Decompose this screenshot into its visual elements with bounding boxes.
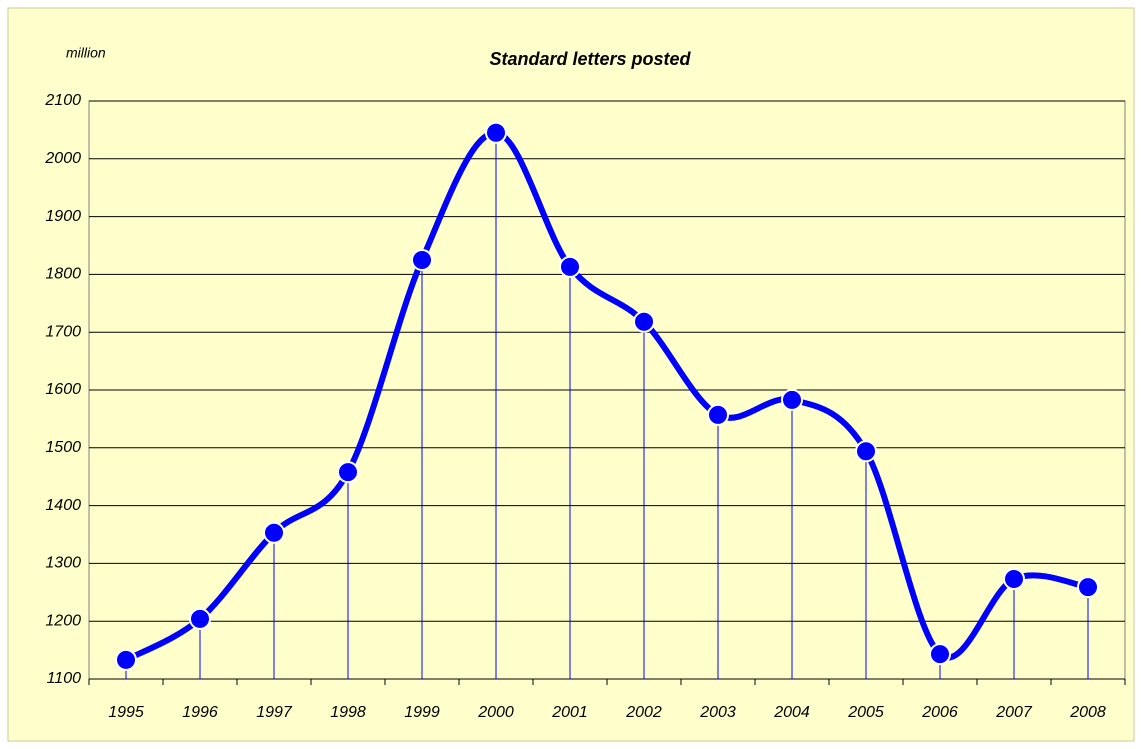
marker [707, 403, 729, 426]
y-tick-label: 1800 [45, 266, 81, 283]
y-axis-label: million [66, 45, 106, 61]
marker [115, 648, 137, 671]
x-tick-label: 2005 [847, 704, 884, 721]
x-tick-label: 2007 [995, 704, 1033, 721]
x-tick-label: 2006 [921, 704, 958, 721]
marker [337, 461, 359, 484]
line [124, 129, 1089, 663]
marker [1003, 568, 1025, 591]
y-tick-label: 1100 [47, 670, 82, 687]
x-tick-label: 2008 [1069, 704, 1106, 721]
marker [263, 521, 285, 544]
y-tick-label: 2100 [44, 92, 81, 109]
y-tick-label: 1200 [45, 612, 81, 629]
y-tick-label: 1700 [45, 323, 81, 340]
x-tick-label: 1997 [256, 704, 293, 721]
marker [1077, 576, 1099, 599]
marker [485, 121, 507, 144]
y-tick-label: 1500 [45, 439, 81, 456]
marker [781, 388, 803, 411]
marker [189, 607, 211, 630]
x-tick-label: 2000 [477, 704, 514, 721]
x-tick-label: 2003 [699, 704, 736, 721]
marker [411, 248, 433, 271]
x-tick-label: 2004 [773, 704, 810, 721]
marker [633, 310, 655, 333]
x-tick-label: 1999 [404, 704, 440, 721]
y-tick-label: 1300 [45, 555, 81, 572]
marker [855, 440, 877, 463]
y-tick-label: 1400 [45, 497, 81, 514]
x-tick-label: 1996 [182, 704, 218, 721]
marker [929, 643, 951, 666]
x-tick-label: 2001 [551, 704, 588, 721]
x-tick-label: 2002 [625, 704, 662, 721]
y-tick-label: 2000 [44, 150, 81, 167]
chart-title: Standard letters posted [489, 49, 691, 69]
y-tick-label: 1900 [45, 208, 81, 225]
x-tick-label: 1998 [330, 704, 366, 721]
y-tick-label: 1600 [45, 381, 81, 398]
x-tick-label: 1995 [108, 704, 144, 721]
marker [559, 255, 581, 278]
